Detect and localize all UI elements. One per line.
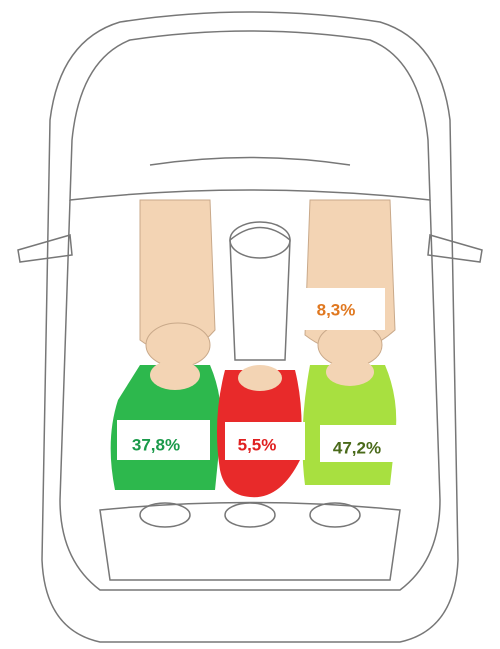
car-diagram: 8,3% 37,8% 5,5% 47,2% bbox=[0, 0, 500, 649]
front-occupants bbox=[140, 200, 395, 367]
percentage-label: 47,2% bbox=[333, 438, 381, 457]
percentage-label: 37,8% bbox=[132, 435, 180, 454]
car-outline bbox=[18, 12, 482, 642]
page: 8,3% 37,8% 5,5% 47,2% (() => { const dat… bbox=[0, 0, 500, 649]
percentage-label: 8,3% bbox=[317, 300, 356, 319]
percentage-label: 5,5% bbox=[238, 435, 277, 454]
